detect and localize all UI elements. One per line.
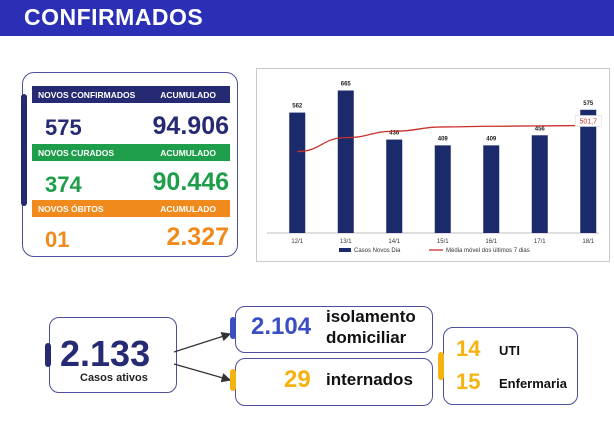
recovered-label: NOVOS CURADOS: [38, 148, 115, 158]
legend-swatch-bars: [339, 248, 351, 252]
tick-label-15-1: 15/1: [437, 239, 449, 245]
data-label-17-1: 456: [535, 126, 546, 132]
enfermaria-label: Enfermaria: [499, 376, 567, 391]
bar-14-1: [386, 139, 403, 233]
data-label-15-1: 409: [438, 136, 449, 142]
bar-line-chart: 562 12/1 665 13/1 436 14/1 409 15/1 409 16/1 456 17…: [267, 82, 602, 254]
recovered-new-value: 374: [45, 172, 82, 197]
isolation-label-line1: isolamento: [326, 307, 416, 326]
header-bar: [0, 0, 614, 36]
arrow-to-hospital: [173, 363, 232, 383]
confirmed-new-value: 575: [45, 115, 82, 140]
tick-label-14-1: 14/1: [388, 239, 400, 245]
beds-accent: [438, 352, 444, 380]
data-label-14-1: 436: [389, 131, 400, 137]
chart-card: 562 12/1 665 13/1 436 14/1 409 15/1 409 16/1 456 17…: [256, 68, 610, 262]
uti-label: UTI: [499, 343, 520, 358]
recovered-acc-label: ACUMULADO: [160, 148, 216, 158]
deaths-new-value: 01: [45, 227, 70, 252]
tick-label-13-1: 13/1: [340, 239, 352, 245]
isolation-label-line2: domiciliar: [326, 328, 407, 347]
active-cases-value: 2.133: [60, 333, 151, 374]
confirmed-total-value: 94.906: [152, 112, 229, 140]
confirmed-acc-label: ACUMULADO: [160, 90, 216, 100]
deaths-band: NOVOS ÓBITOS ACUMULADO: [32, 200, 230, 217]
confirmed-label: NOVOS CONFIRMADOS: [38, 90, 136, 100]
active-cases-label: Casos ativos: [80, 372, 148, 384]
bar-13-1: [337, 90, 354, 233]
recovered-band: NOVOS CURADOS ACUMULADO: [32, 144, 230, 161]
arrows: [173, 332, 232, 383]
bar-16-1: [483, 145, 500, 233]
arrow-to-isolation: [173, 332, 232, 353]
enfermaria-value: 15: [456, 369, 481, 394]
isolation-value: 2.104: [251, 313, 312, 340]
hospital-accent: [230, 369, 236, 391]
isolation-accent: [230, 317, 236, 339]
deaths-total-value: 2.327: [166, 223, 229, 251]
data-label-13-1: 665: [341, 82, 352, 88]
confirmed-band: NOVOS CONFIRMADOS ACUMULADO: [32, 86, 230, 103]
bar-15-1: [434, 145, 451, 233]
tick-label-16-1: 16/1: [485, 239, 497, 245]
hospital-label: internados: [326, 370, 413, 389]
hospital-box: [235, 358, 433, 406]
legend-label-bars: Casos Novos Dia: [354, 248, 401, 254]
data-label-16-1: 409: [486, 136, 497, 142]
uti-value: 14: [456, 336, 481, 361]
tick-label-12-1: 12/1: [291, 239, 303, 245]
bar-17-1: [531, 135, 548, 233]
hospital-value: 29: [284, 366, 311, 393]
isolation-label: isolamento domiciliar: [326, 306, 416, 348]
beds-box: [443, 327, 578, 405]
page-title: CONFIRMADOS: [24, 4, 204, 30]
bar-18-1: [580, 109, 597, 233]
deaths-acc-label: ACUMULADO: [160, 204, 216, 214]
active-cases-accent: [45, 343, 51, 367]
moving-average-line: [297, 124, 589, 153]
data-label-12-1: 562: [292, 104, 303, 110]
active-cases-box: [49, 317, 177, 393]
stats-accent-bar: [21, 94, 27, 206]
bar-12-1: [289, 112, 306, 233]
data-label-18-1: 575: [583, 101, 594, 107]
annotation-value: 501,7: [579, 118, 597, 125]
legend-label-line: Média móvel dos últimos 7 dias: [446, 248, 530, 254]
tick-label-18-1: 18/1: [582, 239, 594, 245]
deaths-label: NOVOS ÓBITOS: [38, 204, 104, 214]
recovered-total-value: 90.446: [152, 168, 229, 196]
tick-label-17-1: 17/1: [534, 239, 546, 245]
annotation-box: [574, 115, 602, 127]
